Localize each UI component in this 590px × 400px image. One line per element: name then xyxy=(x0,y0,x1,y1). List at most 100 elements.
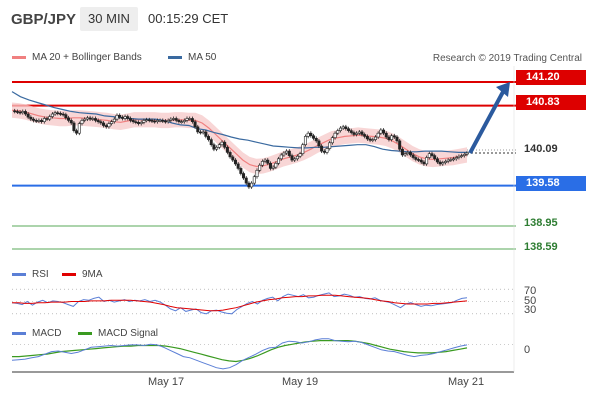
candle-body xyxy=(158,120,162,122)
rsi-tick-70: 70 xyxy=(524,285,537,297)
candle-body xyxy=(371,139,375,141)
legend-swatch-macd-signal xyxy=(78,332,92,335)
candle-body xyxy=(355,132,359,135)
candle-body xyxy=(209,139,213,146)
candle-body xyxy=(75,130,79,134)
target-label-2: 138.59 xyxy=(524,241,558,253)
candle-body xyxy=(64,114,68,119)
candle-body xyxy=(368,138,372,141)
candle-body xyxy=(247,182,251,188)
candle-body xyxy=(344,126,348,130)
candle-body xyxy=(430,153,434,156)
candle-body xyxy=(433,155,437,160)
legend-macd-signal: MACD Signal xyxy=(98,328,159,339)
candle-body xyxy=(15,111,19,113)
macd-signal-line xyxy=(12,340,468,363)
support-label: 139.58 xyxy=(516,176,586,191)
time-label: 00:15:29 CET xyxy=(148,11,229,26)
legend-swatch-rsi-ma xyxy=(62,273,76,276)
legend-ma50: MA 50 xyxy=(188,52,217,63)
legend-macd: MACD xyxy=(32,328,62,339)
candle-body xyxy=(438,161,442,165)
candle-body xyxy=(182,120,186,122)
candle-body xyxy=(446,159,450,162)
candle-body xyxy=(163,120,167,123)
target-label-1: 138.95 xyxy=(524,217,558,229)
rsi-ma-line xyxy=(12,294,468,312)
candle-body xyxy=(204,131,208,137)
candle-body xyxy=(196,126,200,133)
current-price-label: 140.09 xyxy=(524,143,558,155)
candle-body xyxy=(34,120,38,122)
candle-body xyxy=(102,122,106,126)
candle-body xyxy=(128,118,132,121)
candle-body xyxy=(72,122,76,131)
candle-body xyxy=(258,164,262,171)
candle-body xyxy=(123,116,127,119)
candle-body xyxy=(223,141,227,148)
candle-body xyxy=(161,120,165,122)
candle-body xyxy=(460,155,464,157)
resistance-label-1: 141.20 xyxy=(516,70,586,85)
candle-body xyxy=(155,120,159,122)
resistance-label-2: 140.83 xyxy=(516,95,586,110)
candle-body xyxy=(58,113,62,115)
candle-body xyxy=(427,153,431,158)
candle-body xyxy=(18,111,22,114)
ma50-line xyxy=(11,91,467,153)
candle-body xyxy=(317,140,321,147)
candle-body xyxy=(320,145,324,152)
candle-body xyxy=(462,154,466,156)
candle-body xyxy=(336,130,340,134)
candle-body xyxy=(93,118,97,121)
candle-body xyxy=(233,159,237,165)
candle-body xyxy=(330,137,334,144)
candle-body xyxy=(69,120,73,124)
candle-body xyxy=(115,114,119,120)
candle-body xyxy=(441,162,445,165)
candle-body xyxy=(225,146,229,153)
candle-body xyxy=(349,130,353,133)
candle-body xyxy=(387,136,391,140)
candle-body xyxy=(395,136,399,142)
candle-body xyxy=(174,118,178,121)
rsi-line xyxy=(11,292,468,315)
candle-body xyxy=(139,122,143,124)
candle-body xyxy=(220,141,224,146)
forecast-arrow-head xyxy=(496,82,510,97)
candle-body xyxy=(398,140,402,150)
candle-body xyxy=(435,158,439,163)
macd-line xyxy=(11,338,468,370)
legend-rsi-ma: 9MA xyxy=(82,269,103,280)
candle-body xyxy=(177,120,181,122)
candle-body xyxy=(452,158,456,161)
credit-text: Research © 2019 Trading Central xyxy=(432,53,582,64)
candle-body xyxy=(40,120,44,122)
candle-body xyxy=(32,118,36,121)
candle-body xyxy=(414,157,418,160)
candle-body xyxy=(80,120,84,124)
candle-body xyxy=(303,136,307,146)
candle-body xyxy=(166,120,170,122)
candle-body xyxy=(314,138,318,142)
candle-body xyxy=(118,114,122,118)
candle-body xyxy=(88,117,92,120)
candle-body xyxy=(107,123,111,128)
candle-body xyxy=(422,161,426,165)
candle-body xyxy=(277,158,281,164)
candle-body xyxy=(328,142,332,149)
candle-body xyxy=(279,154,283,160)
candle-body xyxy=(120,116,124,119)
timeframe-badge[interactable]: 30 MIN xyxy=(80,7,138,31)
candle-body xyxy=(50,113,54,117)
candle-body xyxy=(23,111,27,115)
candle-body xyxy=(142,120,146,123)
candle-body xyxy=(77,123,81,134)
legend-bollinger: MA 20 + Bollinger Bands xyxy=(32,52,142,63)
candle-body xyxy=(425,157,429,165)
x-tick-may-17: May 17 xyxy=(148,376,185,388)
candle-body xyxy=(306,132,310,137)
candle-body xyxy=(198,131,202,134)
candle-body xyxy=(99,121,103,124)
